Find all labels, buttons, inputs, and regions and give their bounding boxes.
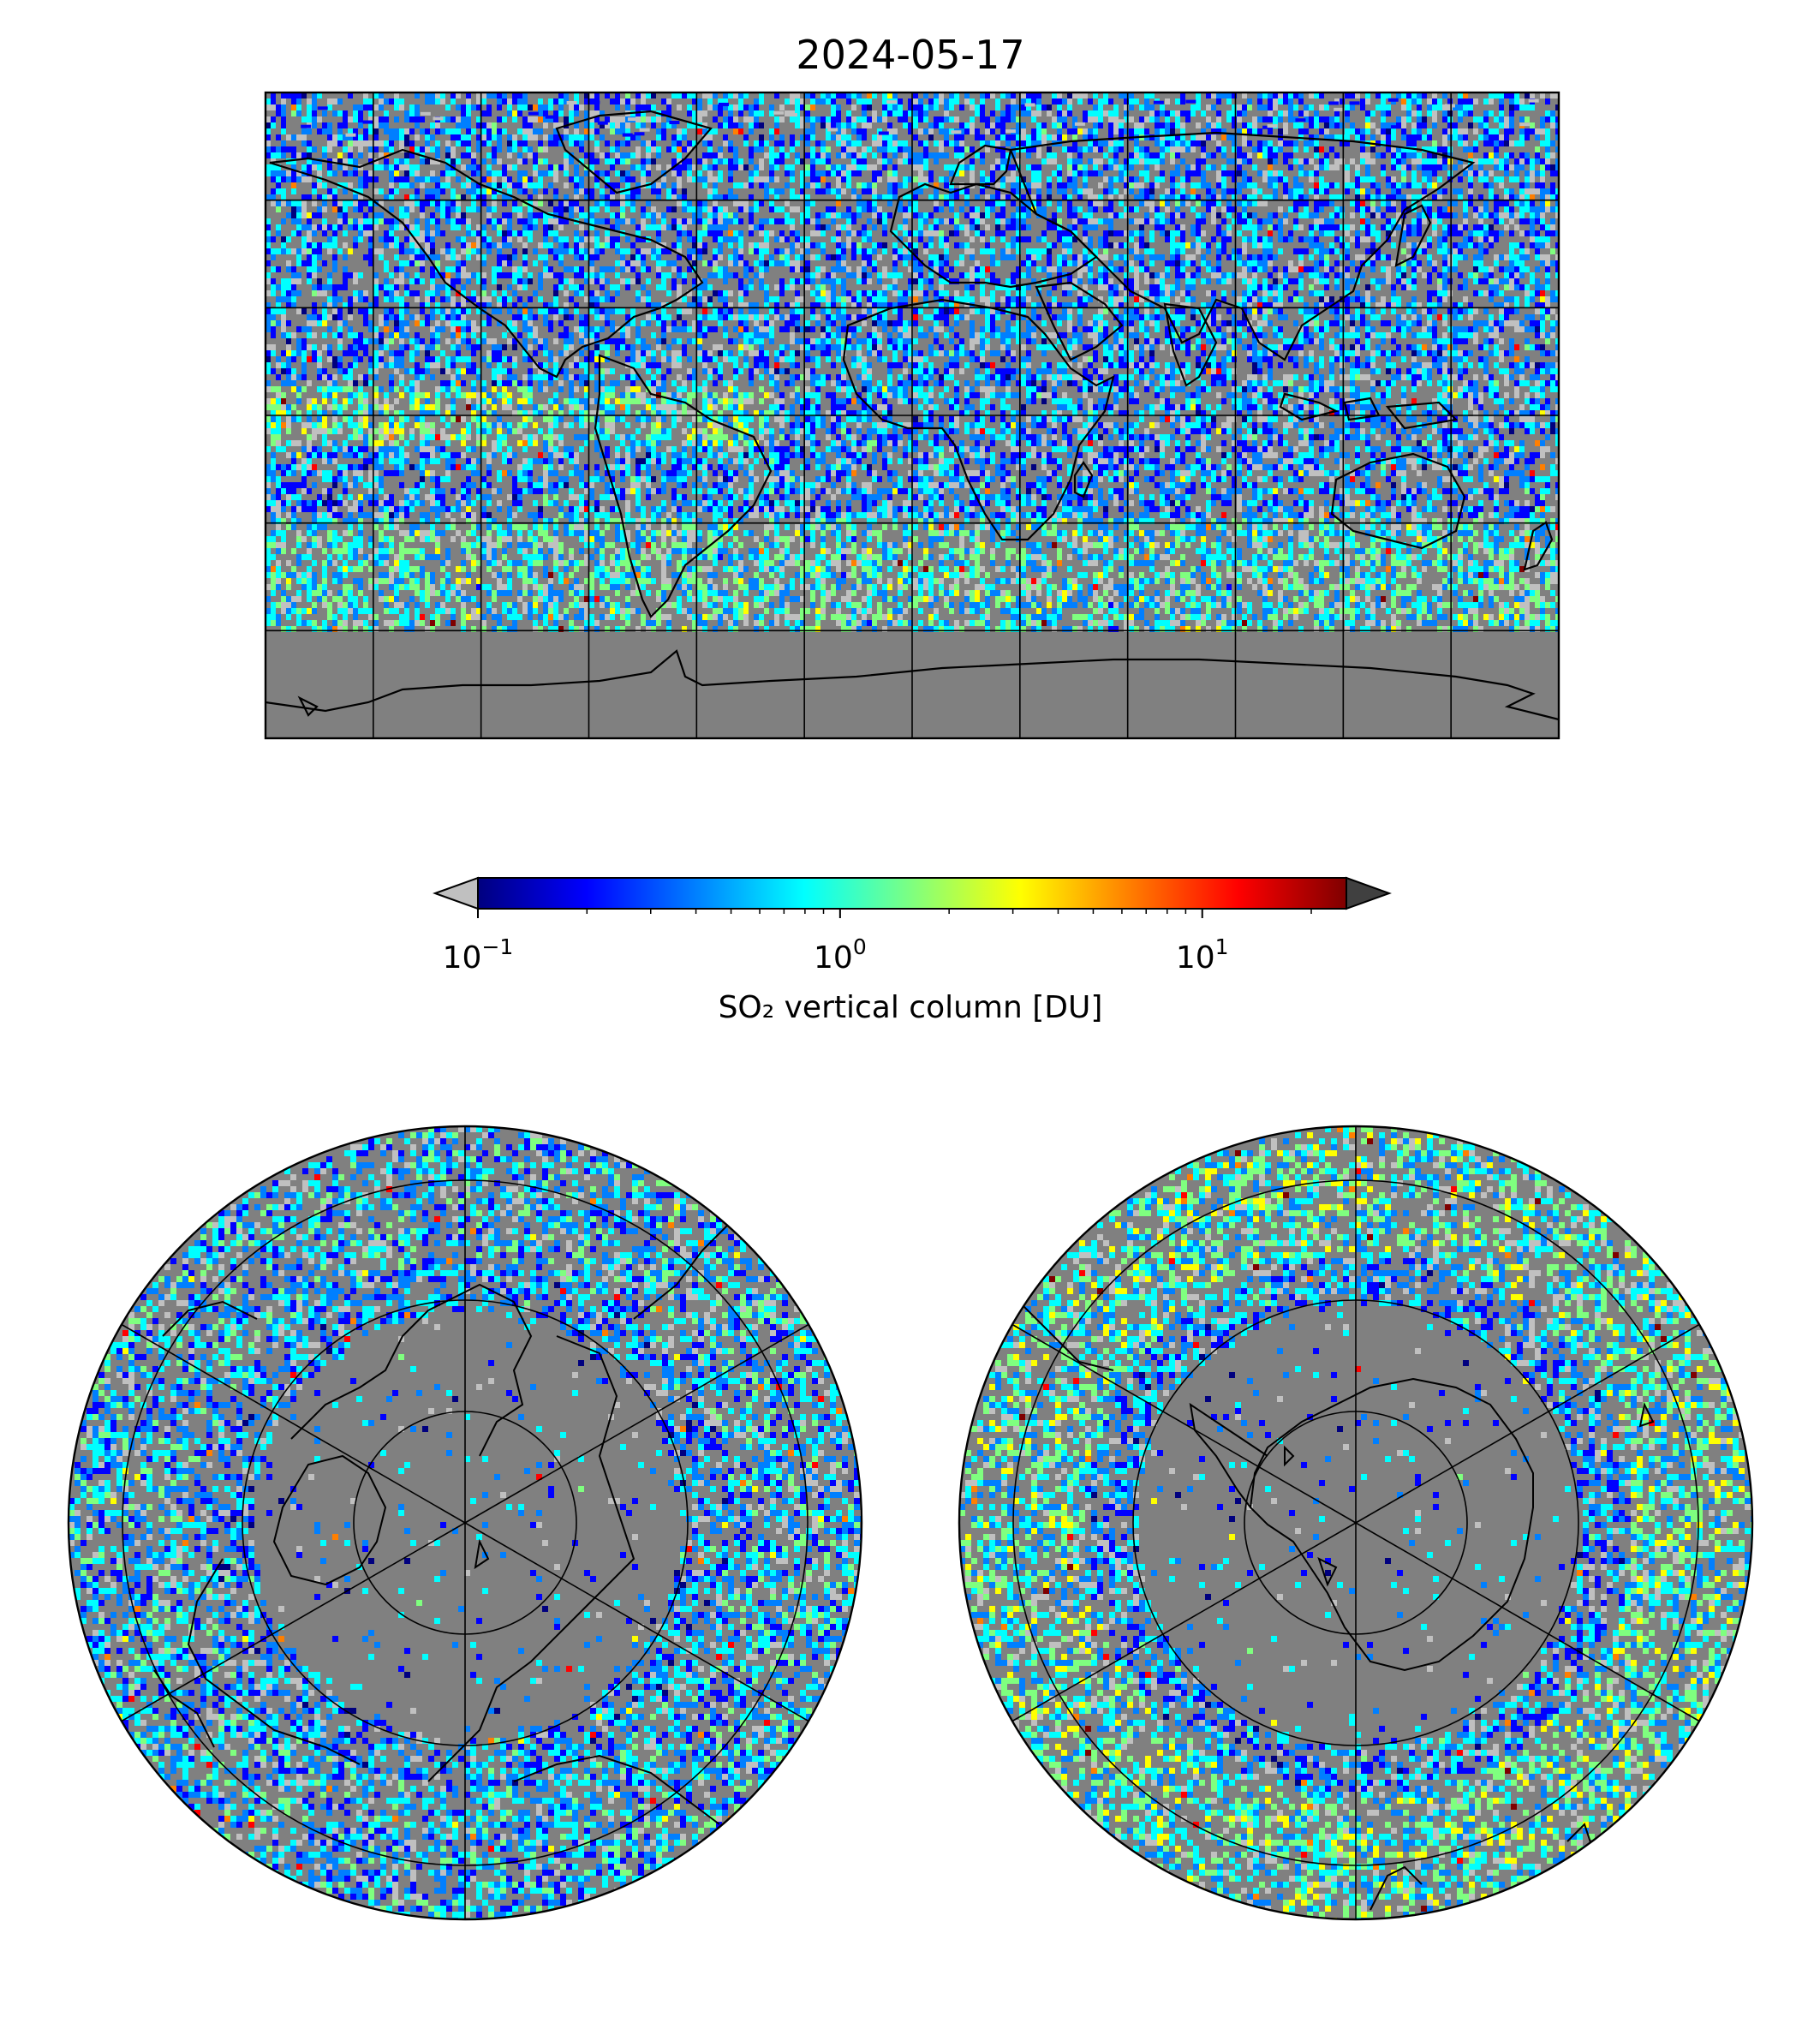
colorbar-tick-label: 10−1 <box>443 934 514 976</box>
colorbar-under-extension <box>433 876 479 910</box>
north-gridlines <box>121 1126 809 1919</box>
north-map-frame <box>67 1125 863 1921</box>
colorbar-minor-ticks <box>586 909 1312 914</box>
south-map-frame <box>958 1125 1754 1921</box>
south-gridlines <box>1011 1126 1700 1919</box>
colorbar-gradient <box>478 878 1346 909</box>
colorbar-label: SO₂ vertical column [DU] <box>719 990 1103 1025</box>
colorbar-major-ticks: 10−1 100 101 <box>443 909 1229 976</box>
south-polar-map <box>958 1125 1754 1921</box>
global-map <box>264 91 1560 740</box>
global-coastlines <box>266 110 1559 721</box>
colorbar-over-extension <box>1346 876 1392 910</box>
global-so2-pixels <box>266 92 1559 632</box>
figure-title: 2024-05-17 <box>796 32 1024 78</box>
colorbar-tick-label: 101 <box>1176 934 1229 976</box>
global-gridlines <box>266 92 1559 738</box>
north-polar-map <box>67 1125 863 1921</box>
north-coastlines <box>153 1198 772 1825</box>
global-map-frame <box>264 91 1560 740</box>
colorbar: 10−1 100 101 SO₂ vertical column [DU] <box>433 876 1392 1025</box>
colorbar-tick-label: 100 <box>814 934 867 976</box>
